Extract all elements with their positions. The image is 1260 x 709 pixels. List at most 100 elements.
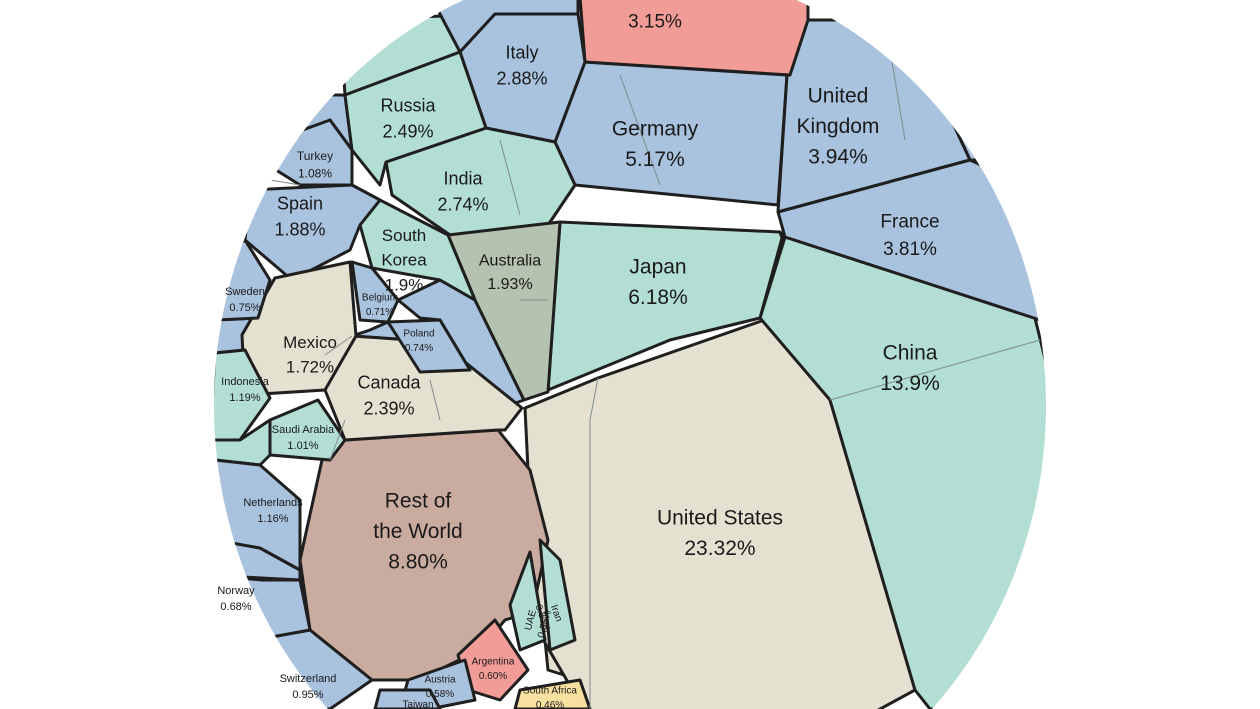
cell-label-line: 0.74% xyxy=(405,343,433,354)
cell-label-australia: Australia 1.93% xyxy=(479,253,541,293)
voronoi-cell-spain xyxy=(243,183,382,282)
voronoi-cell-indonesia xyxy=(214,348,272,442)
cell-label-line: 3.15% xyxy=(628,12,682,33)
cell-label-line: Taiwan xyxy=(402,700,433,709)
cell-label-line: Netherlands xyxy=(243,497,303,509)
cell-label-line: 0.46% xyxy=(536,700,564,709)
cell-label-line: 0.60% xyxy=(479,671,507,682)
cell-label-line: Korea xyxy=(381,251,427,270)
cell-label-line: Belgium xyxy=(362,293,398,304)
cell-label-line: 0.71% xyxy=(366,307,394,318)
cell-label-line: India xyxy=(443,168,483,188)
voronoi-cell-uae xyxy=(508,550,547,652)
cell-label-line: Russia xyxy=(380,95,436,115)
cell-label-south-africa: South Africa 0.46% xyxy=(523,686,577,709)
cell-label-line: 2.49% xyxy=(382,121,433,141)
voronoi-cell-belgium xyxy=(350,260,400,324)
voronoi-subdivision-line xyxy=(329,419,346,461)
cell-label-line: 13.9% xyxy=(880,372,940,395)
voronoi-filler-cell xyxy=(226,138,270,202)
cell-label-line: 3.94% xyxy=(808,145,868,168)
cell-label-sweden: Sweden 0.75% xyxy=(225,286,265,314)
cell-label-line: China xyxy=(883,341,938,364)
cell-label-line: 1.16% xyxy=(257,513,288,525)
voronoi-cell-saudi-arabia xyxy=(268,398,347,462)
cell-label-line: Spain xyxy=(277,193,323,213)
voronoi-cell-poland xyxy=(386,318,472,374)
cell-label-line: Germany xyxy=(612,117,699,140)
cell-label-russia: Russia 2.49% xyxy=(380,95,436,141)
cell-label-japan: Japan 6.18% xyxy=(628,255,688,308)
cell-label-unlabeled: 3.15% xyxy=(628,12,682,33)
voronoi-cell-unlabeled xyxy=(576,0,810,77)
cell-label-line: Canada xyxy=(357,372,421,392)
cell-label-line: Switzerland xyxy=(280,673,337,685)
cell-label-saudi-arabia: Saudi Arabia 1.01% xyxy=(272,424,335,452)
cell-label-belgium: Belgium 0.71% xyxy=(362,293,398,319)
cell-label-line: 0.95% xyxy=(292,689,323,701)
voronoi-subdivision-line xyxy=(589,377,599,709)
voronoi-subdivision-line xyxy=(429,379,441,421)
voronoi-cell-taiwan xyxy=(373,688,442,709)
cell-label-norway: Norway 0.68% xyxy=(217,585,255,613)
cell-label-line: Sweden xyxy=(225,286,265,298)
cell-label-line: 1.9% xyxy=(385,275,424,294)
cell-label-line: 0.58% xyxy=(426,689,454,700)
voronoi-cell-india xyxy=(384,126,577,237)
cell-label-united-states: United States 23.32% xyxy=(657,506,783,559)
cell-label-austria: Austria 0.58% xyxy=(424,675,456,701)
voronoi-subdivision-line xyxy=(619,74,661,186)
cell-label-line: 1.93% xyxy=(487,276,532,293)
cell-label-south-korea: South Korea 1.9% xyxy=(381,226,427,294)
cell-label-line: 0.75% xyxy=(229,302,260,314)
voronoi-cell-south-africa xyxy=(513,678,592,709)
cell-label-line: 1.08% xyxy=(298,167,332,181)
cell-label-line: United xyxy=(808,84,869,107)
cell-label-line: 3.81% xyxy=(883,239,937,260)
voronoi-cell-iran xyxy=(538,538,577,652)
voronoi-subdivision-line xyxy=(324,335,353,356)
cell-label-line: 8.80% xyxy=(388,550,448,573)
cell-label-italy: Italy 2.88% xyxy=(496,42,547,88)
cell-label-line: Australia xyxy=(479,253,541,270)
cell-label-line: Italy xyxy=(505,42,538,62)
cell-label-line: Japan xyxy=(629,255,686,278)
voronoi-cell-mexico xyxy=(240,260,358,397)
cell-label-line: Austria xyxy=(424,675,456,686)
cell-label-mexico: Mexico 1.72% xyxy=(283,333,337,377)
cell-label-line: 5.17% xyxy=(625,148,685,171)
cell-label-switzerland: Switzerland 0.95% xyxy=(280,673,337,701)
cell-label-rest-of-the-world: Rest of the World 8.80% xyxy=(373,489,463,573)
cell-label-line: 1.01% xyxy=(287,440,318,452)
cell-label-indonesia: Indonesia 1.19% xyxy=(221,376,270,404)
cell-label-india: India 2.74% xyxy=(437,168,488,214)
cell-label-line: 1.72% xyxy=(286,358,334,377)
cell-label-line: Turkey xyxy=(297,149,333,163)
cell-label-turkey: Turkey 1.08% xyxy=(297,149,333,180)
voronoi-subdivision-line xyxy=(829,339,1041,401)
cell-label-line: 0.68% xyxy=(220,601,251,613)
cell-label-line: South Africa xyxy=(523,686,577,697)
cell-label-line: United States xyxy=(657,506,783,529)
cell-label-poland: Poland 0.74% xyxy=(403,329,434,355)
voronoi-subdivision-line xyxy=(269,179,301,186)
cell-label-line: South xyxy=(382,226,426,245)
cell-label-line: 2.88% xyxy=(496,68,547,88)
cell-label-germany: Germany 5.17% xyxy=(612,117,699,170)
cell-label-line: UAE xyxy=(523,609,539,632)
cell-label-france: France 3.81% xyxy=(880,212,939,261)
voronoi-subdivision-line xyxy=(499,139,521,216)
cell-label-argentina: Argentina 0.60% xyxy=(472,657,515,683)
cell-label-line: 23.32% xyxy=(684,537,755,560)
cell-label-line: Argentina xyxy=(472,657,515,668)
cell-label-line: Mexico xyxy=(283,333,337,352)
cell-label-line: France xyxy=(880,212,939,233)
cell-label-netherlands: Netherlands 1.16% xyxy=(243,497,303,525)
cell-label-united-kingdom: United Kingdom 3.94% xyxy=(797,84,880,168)
cell-label-taiwan: Taiwan xyxy=(402,700,433,709)
cell-label-line: 1.88% xyxy=(274,219,325,239)
cell-label-canada: Canada 2.39% xyxy=(357,372,421,418)
cell-label-china: China 13.9% xyxy=(880,341,940,394)
cell-label-line: 2.39% xyxy=(363,398,414,418)
